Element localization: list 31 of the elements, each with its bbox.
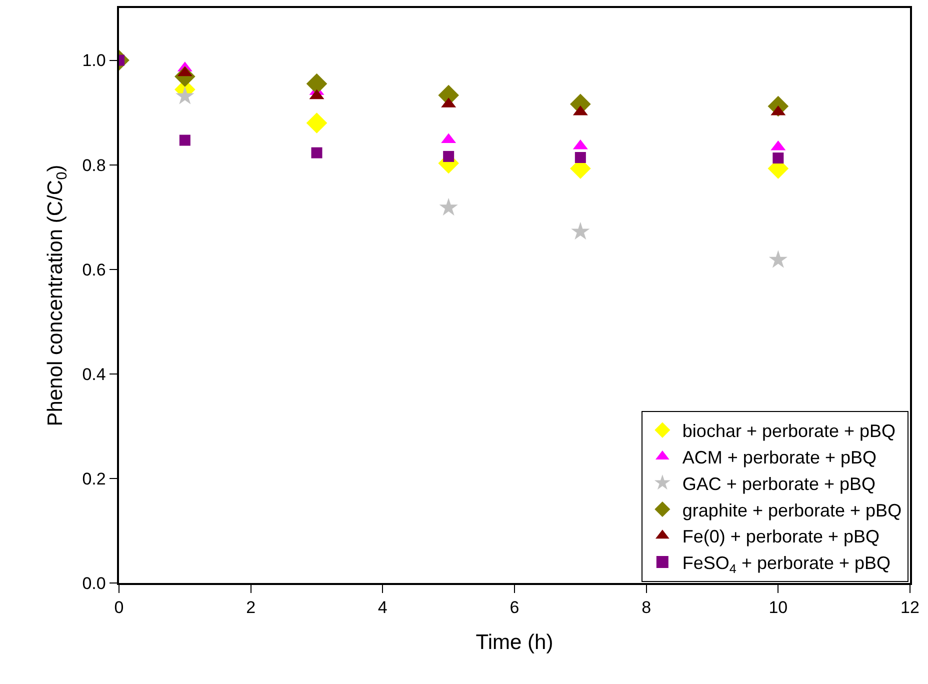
y-tick-label: 0.0 bbox=[82, 574, 106, 593]
y-tick-label: 0.2 bbox=[82, 469, 106, 488]
y-tick-label: 0.8 bbox=[82, 156, 106, 175]
point bbox=[772, 152, 784, 164]
x-tick-label: 0 bbox=[114, 598, 124, 618]
legend-label: ACM + perborate + pBQ bbox=[682, 447, 877, 468]
x-tick-label: 6 bbox=[510, 598, 520, 618]
point bbox=[439, 198, 458, 216]
point bbox=[179, 134, 190, 146]
x-tick-label: 8 bbox=[642, 598, 652, 618]
point bbox=[443, 150, 454, 162]
legend-label: Fe(0) + perborate + pBQ bbox=[682, 526, 880, 547]
y-tick-label: 1.0 bbox=[82, 51, 106, 70]
point bbox=[768, 250, 788, 268]
point bbox=[574, 152, 586, 163]
legend-label: GAC + perborate + pBQ bbox=[682, 474, 876, 494]
x-tick-label: 4 bbox=[378, 598, 388, 618]
y-tick-label: 0.6 bbox=[82, 260, 106, 280]
legend-label: FeSO$_{4}$ + perborate + pBQ bbox=[682, 553, 891, 576]
legend-label: biochar + perborate + pBQ bbox=[682, 421, 896, 442]
point bbox=[306, 112, 328, 134]
y-tick-label: 0.4 bbox=[82, 364, 106, 384]
x-tick-label: 10 bbox=[768, 598, 788, 618]
x-axis-title: Time (h) bbox=[476, 630, 554, 654]
x-tick-label: 2 bbox=[246, 598, 256, 618]
point bbox=[176, 86, 194, 104]
x-tick-label: 12 bbox=[900, 598, 920, 618]
point bbox=[571, 222, 590, 240]
point bbox=[311, 147, 322, 158]
legend-label: graphite + perborate + pBQ bbox=[682, 500, 902, 520]
point bbox=[306, 73, 328, 94]
